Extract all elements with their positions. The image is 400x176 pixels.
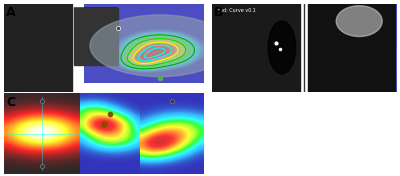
- Ellipse shape: [336, 6, 382, 37]
- Text: Isod: Curve v0.1: Isod: Curve v0.1: [216, 8, 256, 13]
- Ellipse shape: [268, 21, 296, 74]
- Circle shape: [90, 15, 230, 77]
- Circle shape: [90, 15, 230, 77]
- Bar: [4, 4, 72, 92]
- Text: B: B: [214, 6, 223, 19]
- Bar: [212, 4, 300, 92]
- Bar: [74, 8, 118, 65]
- Text: C: C: [6, 96, 15, 109]
- Bar: [308, 4, 396, 92]
- Text: A: A: [6, 6, 16, 19]
